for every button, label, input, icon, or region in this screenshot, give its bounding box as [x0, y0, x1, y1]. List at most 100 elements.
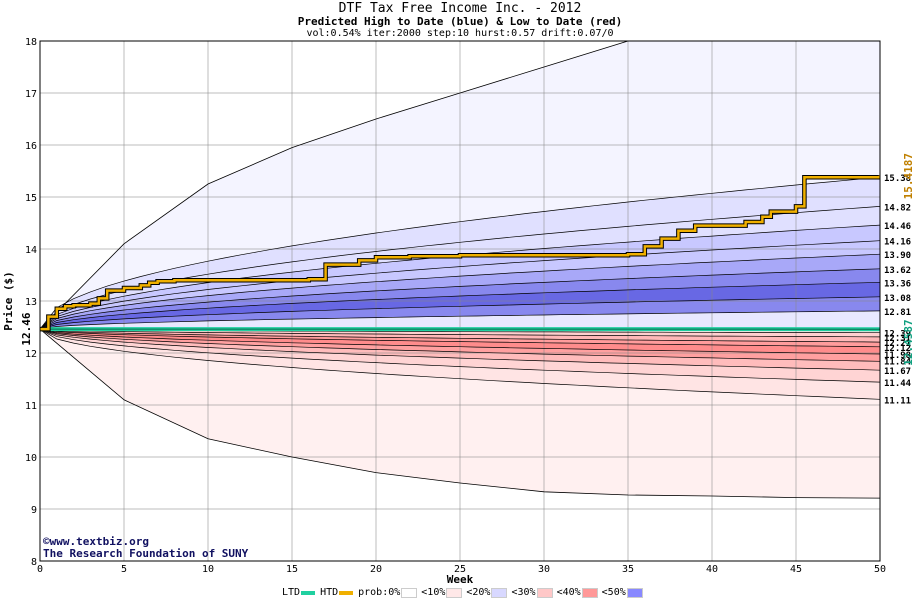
legend-bin-label-5: <50% [601, 587, 626, 598]
chart-subtitle: Predicted High to Date (blue) & Low to D… [297, 15, 623, 28]
red-band-4 [40, 329, 880, 354]
blue-quantile-label-5: 14.16 [884, 238, 911, 248]
legend-bin-4: <40% [557, 587, 600, 599]
blue-quantile-label-1: 13.08 [884, 294, 911, 304]
red-quantile-label-2: 12.21 [884, 339, 911, 349]
y-tick-label-3: 11 [25, 401, 37, 412]
x-tick-label-0: 0 [37, 564, 43, 575]
legend-bin-5: <50% [602, 587, 645, 599]
blue-quantile-line-3 [40, 240, 880, 330]
red-quantile-label-6: 11.67 [884, 367, 911, 377]
legend-swatch-1 [446, 588, 463, 598]
y-tick-label-4: 12 [25, 349, 37, 360]
red-quantile-line-8 [40, 328, 880, 400]
x-tick-label-5: 25 [454, 564, 466, 575]
y-axis-label: Price ($) [2, 271, 15, 331]
legend-swatch-2 [491, 588, 508, 598]
legend: LTD HTD prob:0% <10% <20% <30% <40% <50% [282, 587, 647, 599]
blue-quantile-label-7: 14.82 [884, 203, 911, 213]
legend-ltd: LTD [282, 587, 318, 599]
legend-htd: HTD [320, 587, 356, 599]
y-tick-label-8: 16 [25, 141, 37, 152]
legend-htd-swatch [339, 591, 354, 595]
y-tick-label-2: 10 [25, 453, 37, 464]
legend-bin-label-4: <40% [556, 587, 581, 598]
legend-swatch-3 [536, 588, 553, 598]
y-tick-label-1: 9 [31, 505, 37, 516]
red-envelope-line [40, 328, 880, 499]
blue-quantile-line-7 [40, 296, 880, 330]
legend-prob: prob:0% [358, 587, 419, 599]
blue-quantile-line-5 [40, 268, 880, 330]
blue-quantile-line-4 [40, 253, 880, 330]
legend-swatch-0 [401, 588, 418, 598]
legend-ltd-label: LTD [282, 587, 301, 598]
htd-line [40, 175, 880, 331]
blue-quantile-line-0 [40, 176, 880, 330]
x-tick-label-1: 5 [121, 564, 127, 575]
red-quantile-label-5: 11.84 [884, 357, 912, 367]
ltd-final-label: 12.4587 [902, 319, 915, 365]
red-quantile-line-2 [40, 328, 880, 343]
chart-params: vol:0.54% iter:2000 step:10 hurst:0.57 d… [306, 28, 614, 39]
red-quantile-label-0: 12.39 [884, 330, 911, 340]
legend-swatch-5 [626, 588, 643, 598]
red-quantile-line-4 [40, 328, 880, 355]
red-quantile-label-7: 11.44 [884, 379, 912, 389]
legend-bin-2: <20% [466, 587, 509, 599]
legend-swatch-4 [581, 588, 598, 598]
title-block: DTF Tax Free Income Inc. - 2012 Predicte… [0, 1, 920, 40]
red-quantile-line-5 [40, 328, 880, 362]
y-tick-label-0: 8 [31, 557, 37, 568]
x-tick-label-6: 30 [538, 564, 550, 575]
red-quantile-label-4: 11.98 [884, 351, 911, 361]
chart-title: DTF Tax Free Income Inc. - 2012 [338, 1, 582, 16]
y-tick-label-10: 18 [25, 37, 37, 48]
red-band-6 [40, 329, 880, 371]
blue-quantile-label-2: 13.36 [884, 279, 911, 289]
start-price-label: 12.46 [20, 312, 33, 345]
watermark-line2: The Research Foundation of SUNY [43, 547, 249, 560]
red-quantile-line-1 [40, 328, 880, 338]
x-tick-label-4: 20 [370, 564, 382, 575]
x-tick-label-7: 35 [622, 564, 634, 575]
red-quantile-label-3: 12.12 [884, 344, 911, 354]
watermark-line1: ©www.textbiz.org [43, 535, 149, 548]
x-tick-label-2: 10 [202, 564, 214, 575]
blue-quantile-line-6 [40, 281, 880, 330]
y-tick-label-9: 17 [25, 89, 37, 100]
legend-htd-label: HTD [320, 587, 339, 598]
legend-bin-label-2: <20% [466, 587, 491, 598]
x-axis-label: Week [447, 573, 474, 586]
x-tick-label-8: 40 [706, 564, 718, 575]
blue-band-6 [40, 268, 880, 330]
plot-frame [39, 40, 881, 562]
legend-bin-3: <30% [511, 587, 554, 599]
blue-quantile-label-4: 13.90 [884, 251, 911, 261]
blue-quantile-label-6: 14.46 [884, 222, 911, 232]
blue-quantile-label-0: 12.81 [884, 308, 911, 318]
legend-bin-label-1: <10% [421, 587, 446, 598]
legend-ltd-swatch [301, 591, 316, 595]
x-tick-label-9: 45 [790, 564, 802, 575]
red-quantile-line-6 [40, 328, 880, 371]
blue-envelope-line [40, 41, 629, 330]
y-tick-label-6: 14 [25, 245, 37, 256]
htd-final-label: 15.4187 [902, 153, 915, 199]
red-band-8 [40, 329, 880, 400]
red-band-3 [40, 329, 880, 347]
legend-bin-label-3: <30% [511, 587, 536, 598]
legend-bin-1: <10% [421, 587, 464, 599]
red-quantile-line-7 [40, 328, 880, 383]
blue-band-1 [40, 177, 880, 330]
blue-quantile-line-8 [40, 310, 880, 330]
red-quantile-label-8: 11.11 [884, 396, 911, 406]
legend-prob-label: prob:0% [358, 587, 401, 598]
blue-band-4 [40, 240, 880, 330]
red-quantile-line-3 [40, 328, 880, 348]
y-tick-label-7: 15 [25, 193, 37, 204]
blue-band-5 [40, 254, 880, 330]
x-tick-label-3: 15 [286, 564, 298, 575]
red-band-7 [40, 329, 880, 383]
